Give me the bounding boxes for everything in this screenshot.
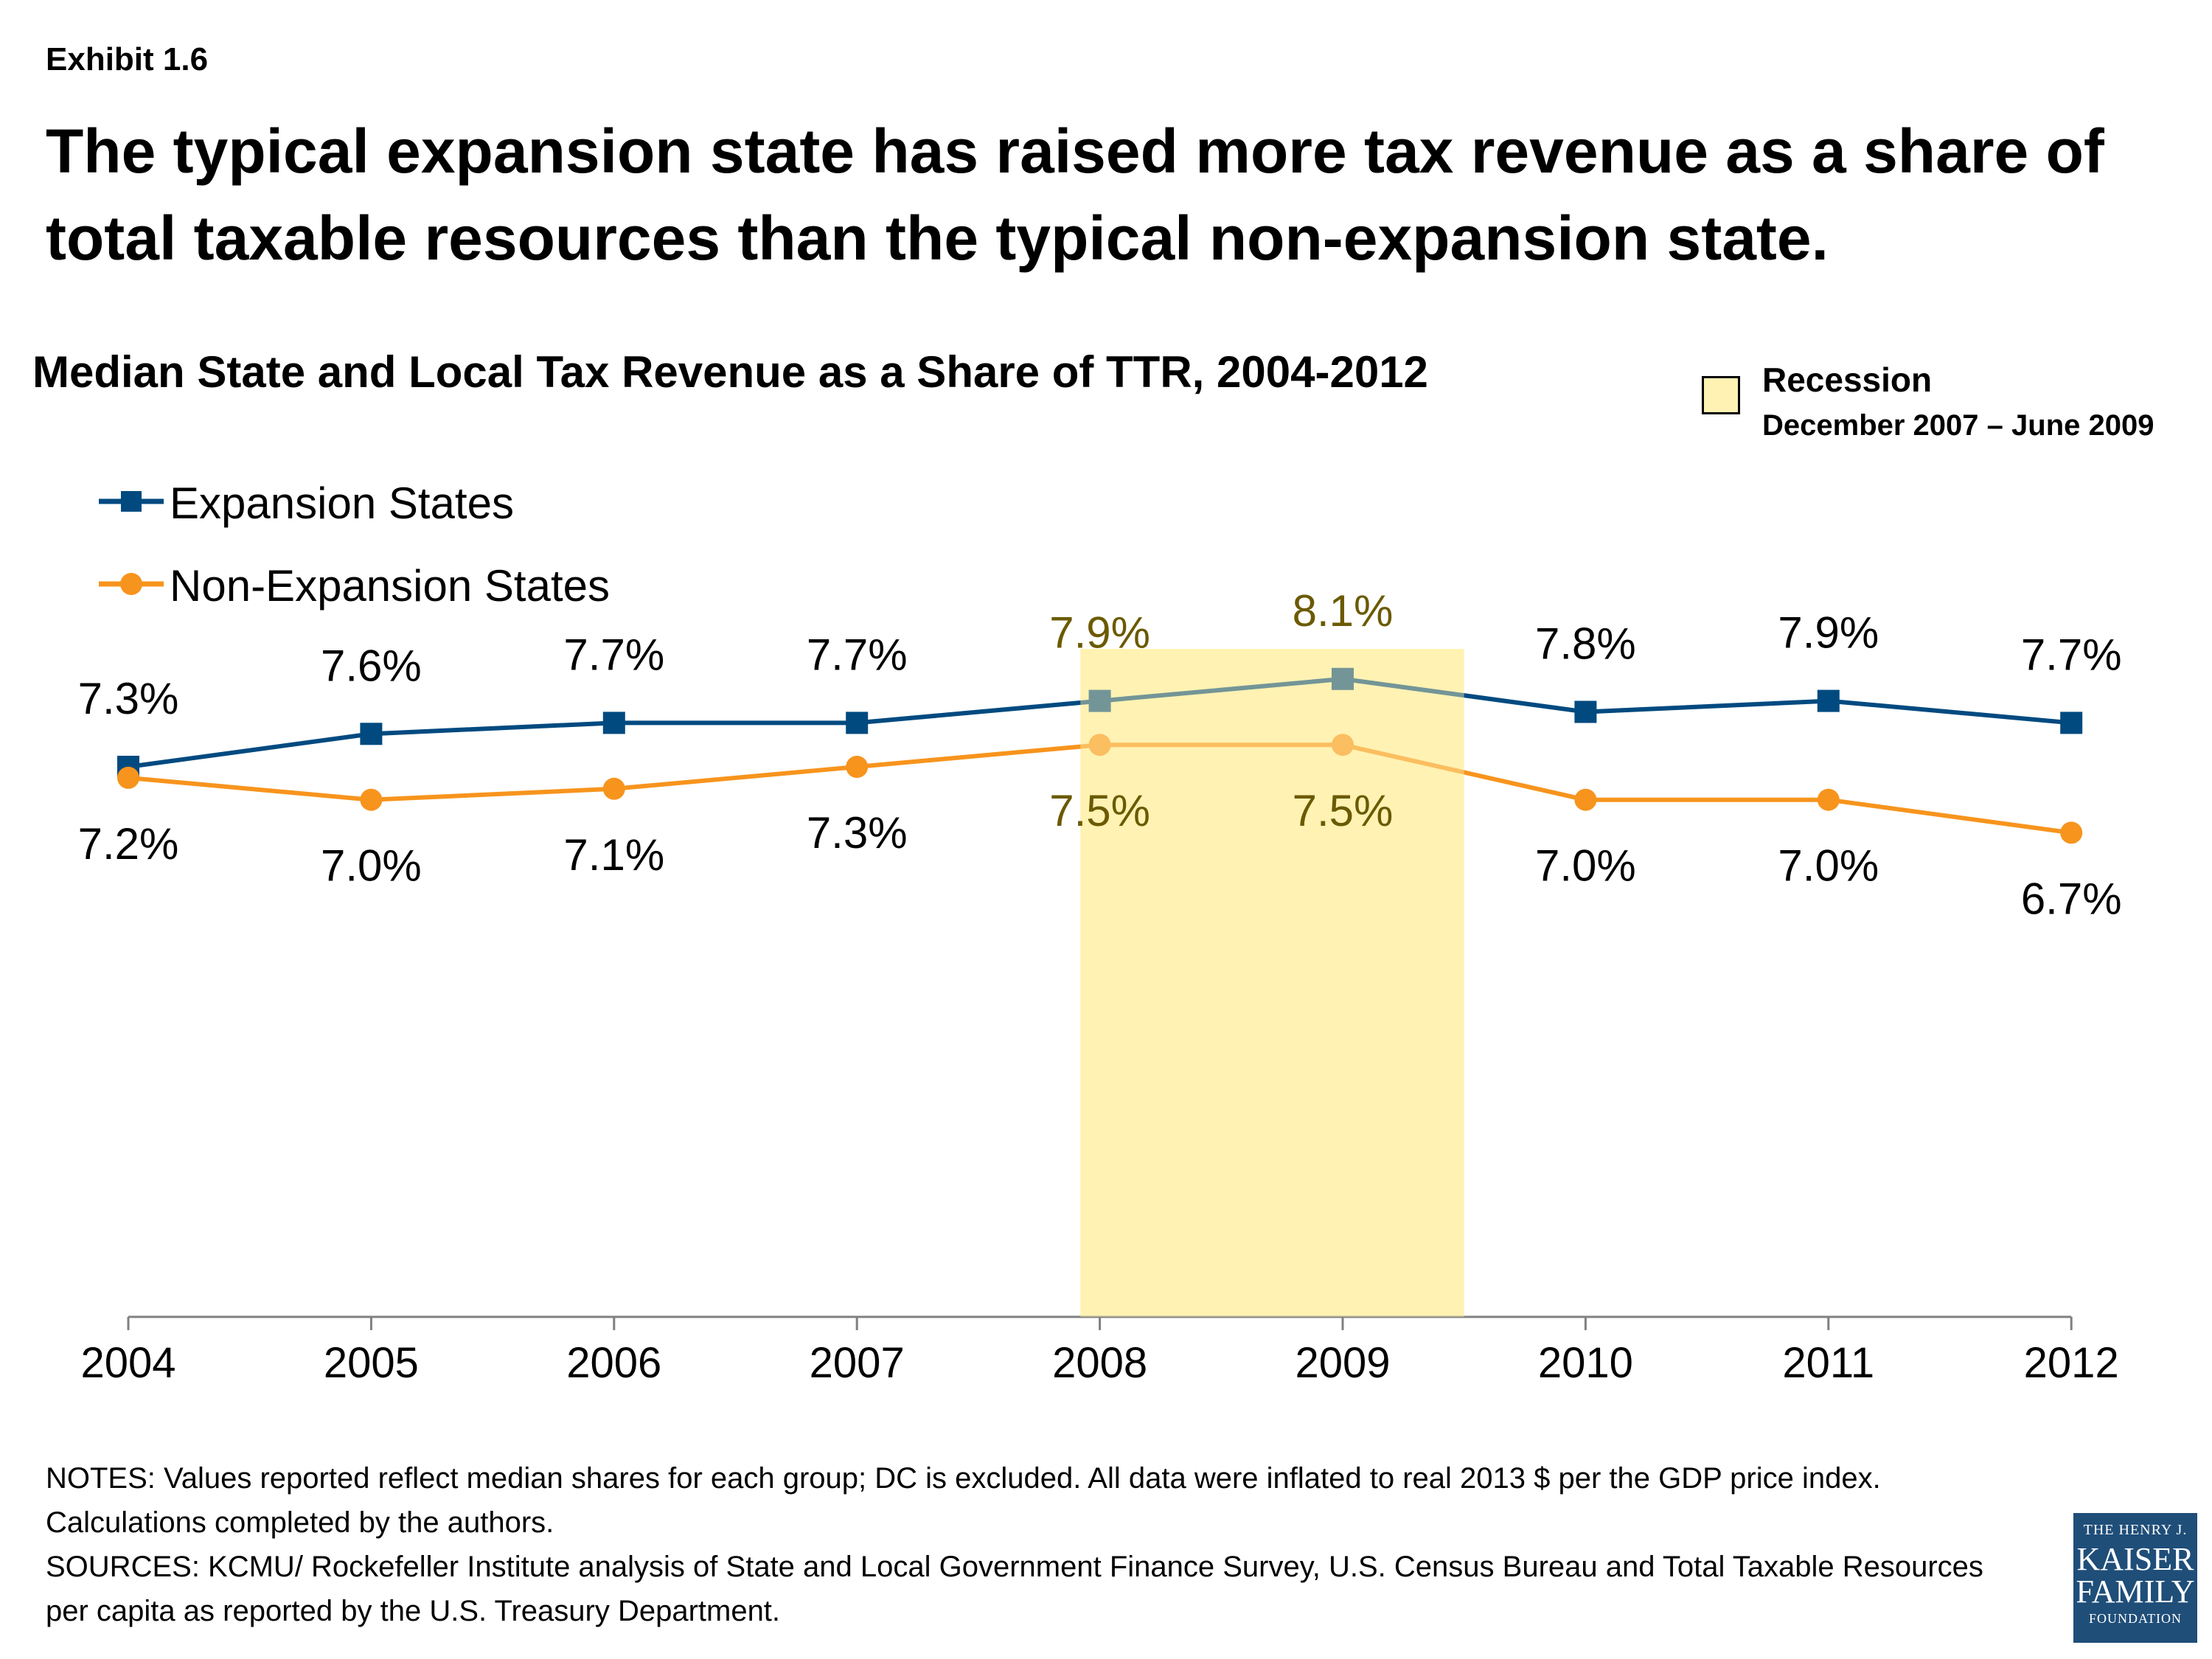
data-point-non-expansion — [2060, 821, 2083, 844]
chart-title: Median State and Local Tax Revenue as a … — [32, 347, 1428, 397]
kff-logo: THE HENRY J. KAISER FAMILY FOUNDATION — [2073, 1513, 2197, 1643]
data-point-non-expansion — [1332, 734, 1354, 757]
x-tick-label: 2011 — [1782, 1339, 1874, 1387]
data-label-expansion: 7.7% — [563, 630, 664, 679]
data-label-expansion: 7.7% — [807, 630, 908, 679]
x-tick-label: 2010 — [1538, 1339, 1633, 1387]
data-label-expansion: 7.9% — [1778, 608, 1879, 658]
recession-legend-swatch — [1702, 376, 1740, 414]
recession-shaded-band — [1080, 649, 1464, 1317]
data-label-non-expansion: 7.2% — [78, 819, 179, 869]
data-point-non-expansion — [1088, 734, 1111, 757]
x-tick-label: 2005 — [324, 1339, 419, 1387]
sources-text: SOURCES: KCMU/ Rockefeller Institute ana… — [46, 1551, 1983, 1627]
data-label-expansion: 7.6% — [321, 641, 422, 690]
x-tick-label: 2007 — [810, 1339, 905, 1387]
data-point-expansion — [2060, 712, 2083, 734]
data-label-expansion: 7.8% — [1535, 619, 1636, 669]
data-point-non-expansion — [602, 777, 625, 800]
data-point-expansion — [1332, 667, 1354, 690]
data-label-expansion: 8.1% — [1293, 586, 1394, 636]
data-point-expansion — [360, 723, 383, 745]
data-point-expansion — [602, 712, 625, 734]
data-label-non-expansion: 7.0% — [1535, 841, 1636, 891]
data-label-non-expansion: 7.3% — [807, 808, 908, 858]
recession-legend-dates: December 2007 – June 2009 — [1762, 409, 2154, 442]
notes-text: NOTES: Values reported reflect median sh… — [46, 1462, 1881, 1539]
data-label-non-expansion: 7.0% — [1778, 841, 1879, 891]
notes: NOTES: Values reported reflect median sh… — [46, 1456, 2022, 1633]
legend-label-non-expansion: Non-Expansion States — [170, 561, 611, 611]
line-chart: 2004 2005 2006 2007 2008 2009 2010 2011 2012 7.3%… — [78, 586, 2122, 1387]
data-label-expansion: 7.3% — [78, 674, 179, 723]
data-point-expansion — [1817, 689, 1840, 712]
data-label-non-expansion: 6.7% — [2021, 874, 2122, 923]
page-headline: The typical expansion state has raised m… — [46, 116, 2104, 273]
x-tick-label: 2006 — [566, 1339, 661, 1387]
x-tick-label: 2004 — [80, 1339, 175, 1387]
exhibit-label: Exhibit 1.6 — [46, 41, 209, 77]
data-point-expansion — [846, 712, 869, 734]
recession-legend-label: Recession — [1762, 361, 1933, 399]
data-point-non-expansion — [1817, 788, 1840, 811]
recession-overlay — [1080, 649, 1464, 1317]
x-tick-label: 2009 — [1295, 1339, 1390, 1387]
data-label-non-expansion: 7.1% — [563, 830, 664, 880]
legend-label-expansion: Expansion States — [170, 479, 514, 528]
legend-square-marker-icon — [99, 491, 164, 512]
legend-circle-marker-icon — [99, 573, 164, 595]
data-point-expansion — [1574, 700, 1597, 723]
data-label-expansion: 7.9% — [1049, 608, 1150, 658]
data-point-non-expansion — [360, 788, 383, 811]
x-tick-label: 2012 — [2024, 1339, 2119, 1387]
data-label-non-expansion: 7.0% — [321, 841, 422, 891]
data-label-non-expansion: 7.5% — [1049, 786, 1150, 835]
data-point-non-expansion — [846, 756, 869, 778]
data-point-expansion — [1088, 689, 1111, 712]
x-tick-label: 2008 — [1052, 1339, 1147, 1387]
data-label-non-expansion: 7.5% — [1293, 786, 1394, 835]
data-point-non-expansion — [117, 766, 139, 789]
data-point-non-expansion — [1574, 788, 1597, 811]
data-label-expansion: 7.7% — [2021, 630, 2122, 679]
